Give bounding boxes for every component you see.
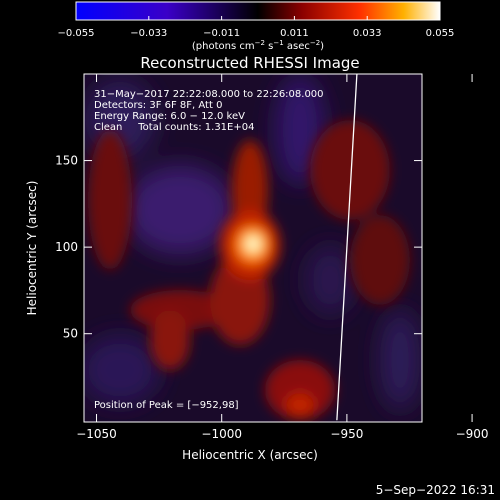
- solar-limb-line: [336, 73, 358, 421]
- colorbar-tick-label: −0.011: [203, 28, 240, 39]
- colorbar-tick-label: −0.055: [57, 28, 94, 39]
- y-tick-label: 150: [55, 154, 78, 168]
- info-line-detectors: Detectors: 3F 6F 8F, Att 0: [94, 100, 222, 111]
- x-tick-label: −950: [330, 427, 363, 441]
- info-line-clean: Clean Total counts: 1.31E+04: [94, 122, 254, 133]
- heatmap-image: [84, 74, 422, 422]
- colorbar-tick-label: 0.055: [426, 28, 455, 39]
- plot-frame: [83, 73, 423, 423]
- y-tick-label: 100: [55, 240, 78, 254]
- info-block: 31−May−2017 22:22:08.000 to 22:26:08.000…: [94, 89, 324, 133]
- x-tick-label: −900: [456, 427, 489, 441]
- timestamp: 5−Sep−2022 16:31: [376, 483, 495, 497]
- x-tick-label: −1000: [201, 427, 242, 441]
- colorbar-gradient: [75, 1, 441, 21]
- info-line-energy: Energy Range: 6.0 − 12.0 keV: [94, 111, 245, 122]
- y-axis-label: Heliocentric Y (arcsec): [25, 181, 39, 316]
- colorbar-unit-label: (photons cm−2 s−1 asec−2): [192, 39, 324, 52]
- peak-position-label: Position of Peak = [−952,98]: [94, 400, 239, 411]
- colorbar-tick-label: −0.033: [130, 28, 167, 39]
- info-line-time: 31−May−2017 22:22:08.000 to 22:26:08.000: [94, 89, 324, 100]
- colorbar-ticks: −0.055 −0.033 −0.011 0.011 0.033 0.055: [57, 16, 454, 39]
- colorbar-tick-label: 0.011: [280, 28, 309, 39]
- x-tick-label: −1050: [76, 427, 117, 441]
- x-axis-label: Heliocentric X (arcsec): [182, 448, 318, 462]
- axis-ticks: −1050 −1000 −950 −900 50 100 150: [55, 74, 489, 441]
- colorbar-tick-label: 0.033: [353, 28, 382, 39]
- chart-title: Reconstructed RHESSI Image: [140, 54, 359, 72]
- y-tick-label: 50: [63, 327, 78, 341]
